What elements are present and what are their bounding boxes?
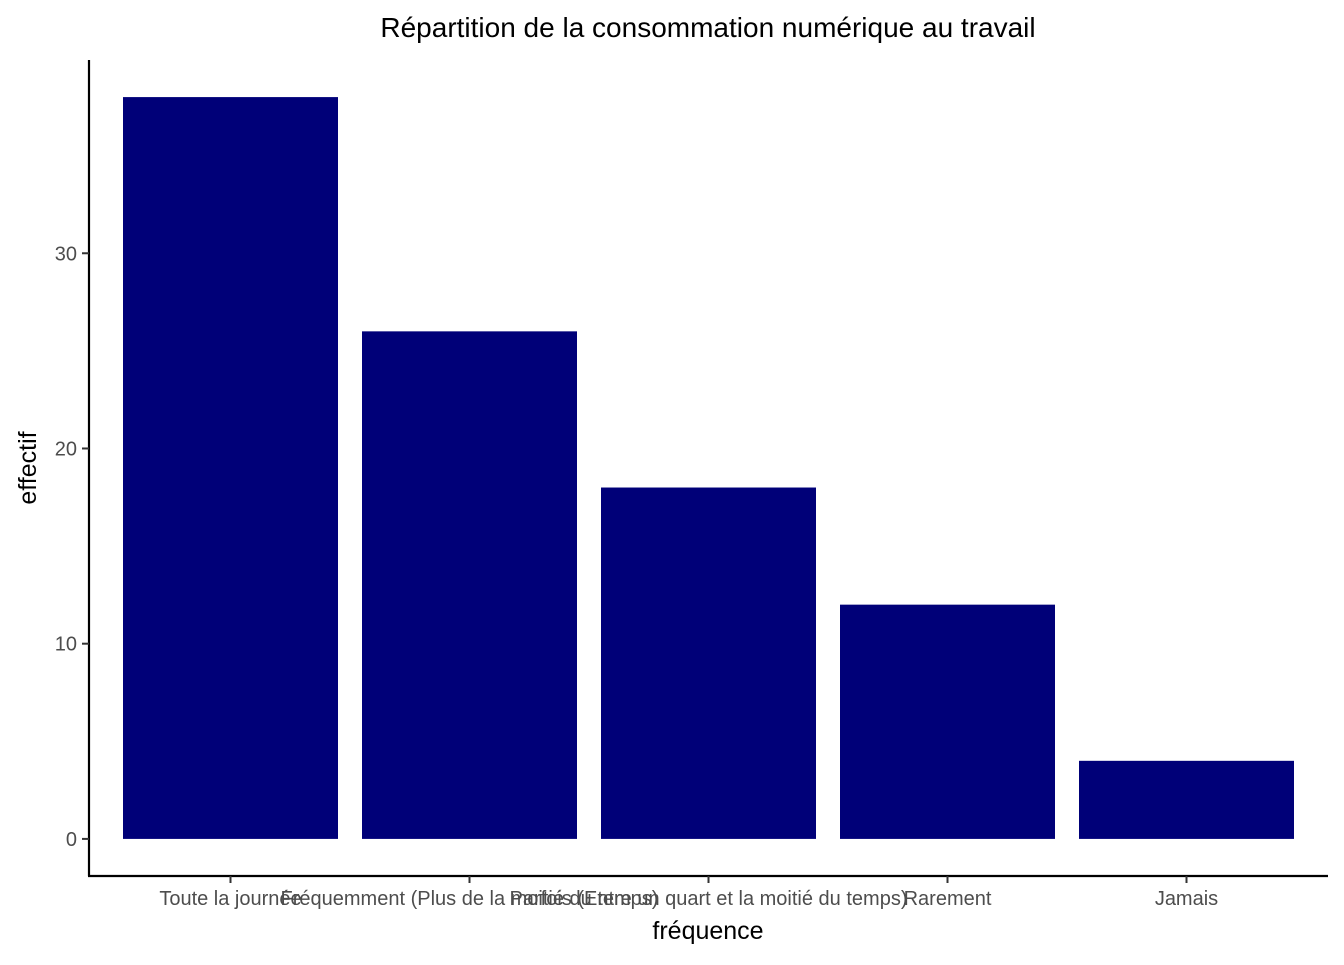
y-tick-label-1: 10	[55, 634, 77, 656]
chart-title: Répartition de la consommation numérique…	[380, 12, 1035, 43]
y-tick-label-2: 20	[55, 438, 77, 460]
y-tick-label-0: 0	[66, 829, 77, 851]
x-tick-label-2: Parfois (Entre un quart et la moitié du …	[510, 888, 908, 910]
x-tick-label-4: Jamais	[1155, 888, 1218, 910]
x-tick-label-1: Fréquemment (Plus de la moitié du temps)	[281, 888, 659, 910]
bar-2	[601, 487, 816, 839]
y-ticks-group: 0 10 20 30	[55, 243, 89, 851]
bar-1	[362, 331, 577, 839]
y-tick-label-3: 30	[55, 243, 77, 265]
bar-3	[840, 604, 1055, 839]
bar-4	[1079, 760, 1294, 839]
x-axis-title: fréquence	[652, 917, 763, 945]
x-tick-label-3: Rarement	[904, 888, 992, 910]
bar-0	[123, 97, 338, 839]
bars-group	[123, 97, 1294, 839]
y-axis-title: effectif	[14, 431, 42, 504]
x-tick-label-0: Toute la journée	[159, 888, 301, 910]
